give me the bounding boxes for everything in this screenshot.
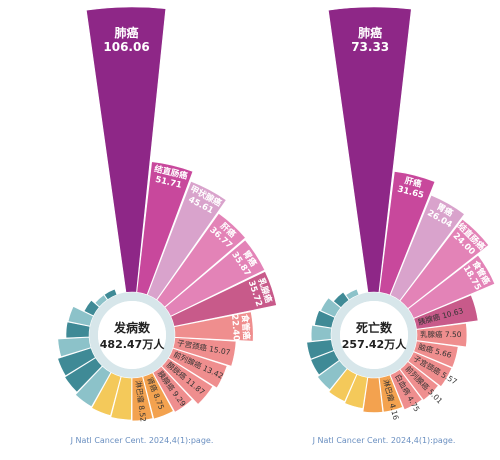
rose-wedge	[389, 194, 465, 301]
wedge-value-label: 73.33	[351, 40, 389, 54]
rose-wedge	[344, 374, 368, 409]
rose-wedge	[320, 297, 342, 318]
inner-ring	[89, 292, 175, 378]
rose-wedge	[378, 374, 403, 413]
rose-wedge	[57, 337, 92, 358]
rose-wedge	[389, 369, 423, 411]
rose-wedge	[75, 365, 112, 408]
wedge-value-label: 106.06	[103, 40, 149, 54]
rose-wedge	[173, 311, 254, 342]
rose-wedge	[170, 271, 277, 327]
center-circle	[340, 301, 408, 369]
rose-wedge	[328, 6, 412, 293]
rose-wedge	[413, 294, 479, 330]
rose-wedge	[65, 321, 91, 339]
inner-ring	[331, 292, 417, 378]
wedge-name-label: 食管癌	[239, 314, 252, 341]
rose-wedge	[310, 350, 340, 376]
center-title: 死亡数	[356, 320, 393, 335]
rose-wedge	[413, 340, 459, 368]
rose-wedge	[136, 161, 194, 296]
rose-wedge	[131, 376, 154, 422]
rose-wedge	[142, 372, 174, 420]
incidence-rose-chart: 肺癌106.06结直肠癌51.71甲状腺癌45.61肝癌36.77胃癌35.87…	[57, 6, 277, 445]
rose-wedge	[94, 294, 108, 308]
rose-wedge	[83, 299, 100, 317]
center-title: 发病数	[113, 320, 151, 335]
rose-wedge	[110, 376, 132, 421]
rose-wedge	[399, 218, 490, 309]
rose-wedge	[317, 360, 348, 391]
rose-wedge	[64, 357, 103, 393]
rose-wedge	[314, 310, 336, 329]
rose-wedge	[416, 322, 468, 348]
center-value: 257.42万人	[342, 337, 407, 351]
rose-wedge	[91, 372, 122, 416]
rose-wedge	[310, 324, 332, 342]
wedge-name-label: 肝癌	[404, 175, 424, 190]
rose-wedge	[103, 288, 118, 300]
wedge-name-label: 肺癌	[115, 25, 139, 40]
mortality-rose-chart: 肺癌73.33肝癌31.65胃癌26.04结直肠癌24.00食管癌18.75胰腺…	[306, 6, 496, 445]
rose-wedge	[152, 366, 193, 413]
source-citation: J Natl Cancer Cent. 2024,4(1):page.	[70, 436, 214, 445]
rose-wedge	[168, 347, 228, 389]
rose-wedge	[57, 347, 96, 377]
rose-wedge	[399, 361, 439, 401]
rose-wedge	[86, 6, 167, 293]
rose-wedge	[67, 306, 94, 327]
rose-wedge	[345, 288, 360, 301]
wedge-value-label: 22.40	[229, 314, 241, 342]
rose-wedge	[172, 337, 237, 367]
rose-wedge	[161, 357, 214, 405]
rose-wedge	[379, 171, 436, 296]
wedge-label: 乳腺癌 7.50	[420, 329, 462, 339]
rose-wedge	[407, 351, 453, 387]
rose-wedge	[362, 377, 384, 413]
rose-wedge	[328, 368, 358, 402]
rose-wedge	[333, 291, 350, 308]
source-citation: J Natl Cancer Cent. 2024,4(1):page.	[312, 436, 456, 445]
rose-wedge	[156, 212, 246, 308]
rose-wedge	[164, 239, 266, 317]
wedge-name-label: 肺癌	[358, 25, 382, 40]
rose-wedge	[407, 254, 496, 319]
rose-wedge	[147, 180, 227, 301]
center-value: 482.47万人	[100, 337, 165, 351]
center-circle	[98, 301, 166, 369]
rose-wedge	[306, 339, 335, 360]
